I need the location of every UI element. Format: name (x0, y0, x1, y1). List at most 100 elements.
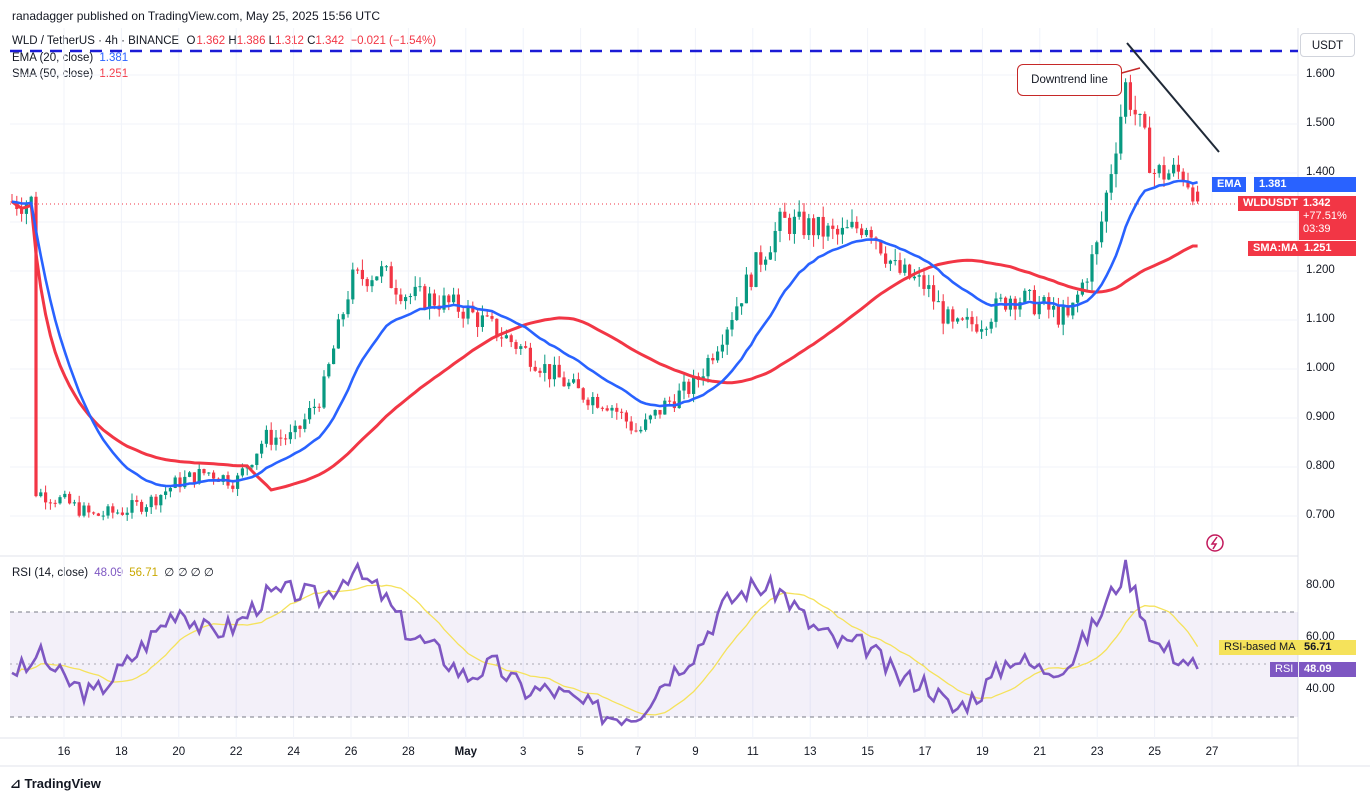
time-axis-label: 28 (401, 746, 415, 758)
time-axis-label: 25 (1148, 746, 1161, 758)
candle-body (543, 364, 547, 373)
tradingview-logo[interactable]: ⊿ TradingView (10, 776, 101, 792)
candle-body (428, 293, 432, 309)
candle-body (1167, 173, 1171, 180)
candle-body (92, 512, 96, 514)
candle-body (936, 301, 940, 303)
candle-body (20, 208, 24, 214)
candle-body (77, 502, 81, 516)
symbol-title[interactable]: WLD / TetherUS · 4h · BINANCE (12, 35, 180, 47)
candle-body (135, 500, 139, 502)
currency-selector[interactable]: USDT (1300, 33, 1355, 57)
candle-body (442, 295, 446, 310)
candle-body (557, 364, 561, 378)
rsi-ma-name-tag: RSI-based MA (1219, 640, 1301, 655)
candle-body (668, 400, 672, 402)
time-axis-label: 19 (975, 746, 989, 758)
price-axis-label: 1.600 (1306, 68, 1335, 80)
candle-body (413, 286, 417, 297)
candle-body (284, 438, 288, 440)
candle-body (946, 309, 950, 324)
candle-body (572, 379, 576, 383)
time-axis-label: 9 (692, 746, 699, 758)
candle-body (480, 315, 484, 327)
candle-body (197, 469, 201, 484)
candle-body (365, 279, 369, 287)
time-axis-label: 23 (1090, 746, 1104, 758)
candle-body (615, 407, 619, 412)
candle-body (927, 285, 931, 289)
candle-body (716, 351, 720, 361)
candle-body (360, 269, 364, 280)
candle-body (250, 464, 254, 468)
candle-body (346, 299, 350, 315)
high-label: H (228, 35, 237, 47)
price-axis-label: 1.200 (1306, 264, 1335, 276)
candle-body (682, 381, 686, 391)
candle-body (634, 430, 638, 432)
candle-body (106, 506, 110, 516)
candle-body (63, 493, 67, 498)
candle-body (375, 276, 379, 281)
candle-body (855, 221, 859, 229)
low-label: L (268, 35, 276, 47)
candle-body (269, 429, 273, 445)
candle-body (322, 376, 326, 408)
candle-body (797, 211, 801, 217)
symbol-legend: WLD / TetherUS · 4h · BINANCE O1.362 H1.… (12, 35, 436, 47)
candle-body (898, 260, 902, 273)
time-axis-label: 24 (287, 746, 300, 758)
candle-body (159, 494, 163, 506)
candle-body (418, 286, 422, 288)
candle-body (749, 274, 753, 287)
candle-body (58, 497, 62, 504)
candle-body (125, 512, 129, 515)
candle-body (850, 221, 854, 228)
candle-body (264, 429, 268, 444)
candle-body (1056, 305, 1060, 325)
candle-body (1119, 116, 1123, 154)
candle-body (168, 487, 172, 492)
candle-body (1023, 290, 1027, 303)
rsi-legend[interactable]: RSI (14, close) 48.09 56.71 ∅ ∅ ∅ ∅ (12, 565, 214, 579)
candle-body (1076, 294, 1080, 303)
downtrend-annotation[interactable]: Downtrend line (1017, 64, 1122, 96)
candle-body (840, 227, 844, 235)
downtrend-line (1126, 42, 1220, 153)
price-axis-label: 0.900 (1306, 411, 1335, 423)
candle-body (807, 218, 811, 236)
candle-body (1018, 302, 1022, 310)
candle-body (538, 370, 542, 373)
candle-body (1176, 164, 1180, 172)
candle-body (1109, 174, 1113, 193)
candle-body (759, 252, 763, 265)
candle-body (567, 382, 571, 387)
candle-body (653, 409, 657, 416)
candle-body (1052, 305, 1056, 310)
candle-body (720, 344, 724, 352)
candle-body (778, 211, 782, 231)
candle-body (740, 303, 744, 307)
candle-body (336, 319, 340, 349)
candle-body (207, 472, 211, 474)
candle-body (629, 421, 633, 431)
price-name-tag: WLDUSDT (1238, 196, 1303, 211)
candle-body (260, 443, 264, 454)
candle-body (471, 305, 475, 313)
tradingview-logo-text: TradingView (24, 776, 101, 791)
candle-body (524, 346, 528, 348)
candle-body (692, 376, 696, 394)
ema-tag-value: 1.381 (1259, 178, 1287, 190)
candle-body (1152, 172, 1156, 174)
candle-body (596, 396, 600, 408)
candle-body (610, 407, 614, 411)
time-axis-label: 27 (1205, 746, 1219, 758)
candle-body (1133, 109, 1137, 115)
candle-body (605, 408, 609, 411)
candle-body (500, 337, 504, 339)
candle-body (802, 211, 806, 236)
candle-body (312, 406, 316, 408)
candle-body (288, 432, 292, 440)
time-axis-label: May (454, 746, 477, 758)
